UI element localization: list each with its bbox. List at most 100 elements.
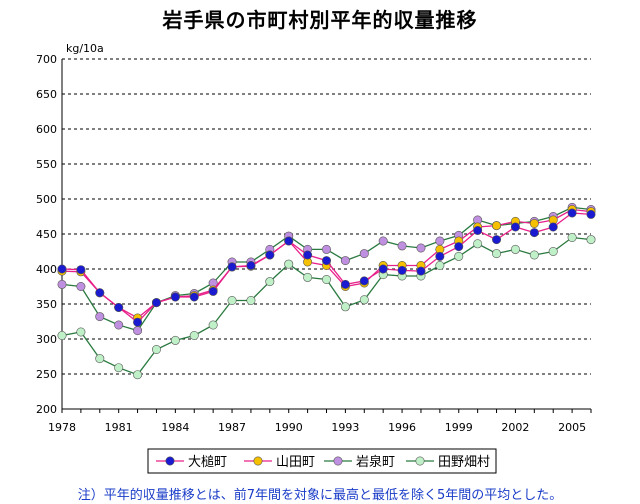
data-point [567, 233, 577, 243]
data-point [435, 260, 445, 270]
x-tick-1984: 1984 [161, 421, 189, 434]
y-tick-250: 250 [36, 368, 57, 381]
legend-marker-2 [253, 456, 263, 466]
data-point [227, 295, 237, 305]
y-axis-unit-label: kg/10a [66, 42, 104, 55]
data-point [321, 274, 331, 284]
data-point [76, 281, 86, 291]
series-4 [57, 233, 596, 380]
data-point [378, 236, 388, 246]
data-point [114, 363, 124, 373]
x-tick-1987: 1987 [218, 421, 246, 434]
data-point [548, 247, 558, 257]
legend-label-2: 山田町 [276, 455, 315, 470]
data-point [95, 354, 105, 364]
data-point [303, 272, 313, 282]
legend-marker-4 [415, 456, 425, 466]
x-tick-1981: 1981 [105, 421, 133, 434]
data-point [133, 326, 143, 336]
chart-title: 岩手県の市町村別平年的収量推移 [162, 8, 478, 32]
data-point [265, 277, 275, 287]
data-point [321, 244, 331, 254]
data-point [189, 330, 199, 340]
gridlines [62, 58, 591, 375]
data-point [321, 256, 331, 266]
x-tick-1990: 1990 [275, 421, 303, 434]
data-point [397, 241, 407, 251]
data-point [529, 250, 539, 260]
y-tick-600: 600 [36, 123, 57, 136]
y-tick-500: 500 [36, 193, 57, 206]
data-point [57, 330, 67, 340]
x-tick-1999: 1999 [445, 421, 473, 434]
data-point [359, 276, 369, 286]
y-tick-450: 450 [36, 228, 57, 241]
data-point [492, 249, 502, 259]
data-point [133, 370, 143, 380]
data-point [492, 221, 502, 231]
data-point [95, 288, 105, 298]
data-point [340, 302, 350, 312]
data-point [76, 265, 86, 275]
legend: 大槌町 山田町 岩泉町 田野畑村 [147, 448, 497, 474]
data-point [246, 260, 256, 270]
data-point [246, 295, 256, 305]
y-tick-labels: 200 250 300 350 400 450 500 550 600 650 700 [36, 53, 57, 416]
data-point [340, 256, 350, 266]
data-point [567, 208, 577, 218]
x-tick-2002: 2002 [501, 421, 529, 434]
series-group [57, 202, 596, 380]
data-point [510, 222, 520, 232]
data-point [586, 235, 596, 245]
data-point [473, 226, 483, 236]
x-tick-1996: 1996 [388, 421, 416, 434]
data-point [151, 298, 161, 308]
data-point [435, 251, 445, 261]
data-point [435, 236, 445, 246]
data-point [265, 250, 275, 260]
x-tick-1993: 1993 [331, 421, 359, 434]
legend-label-1: 大槌町 [188, 454, 227, 470]
y-tick-200: 200 [36, 403, 57, 416]
data-point [529, 228, 539, 238]
data-point [473, 239, 483, 249]
data-point [548, 222, 558, 232]
data-point [340, 279, 350, 289]
data-point [170, 292, 180, 302]
y-tick-300: 300 [36, 333, 57, 346]
data-point [510, 244, 520, 254]
series-1 [57, 208, 596, 327]
y-tick-350: 350 [36, 298, 57, 311]
data-point [57, 264, 67, 274]
legend-label-3: 岩泉町 [356, 454, 395, 470]
x-tick-1978: 1978 [48, 421, 76, 434]
data-point [586, 209, 596, 219]
data-point [57, 279, 67, 289]
y-tick-550: 550 [36, 158, 57, 171]
legend-label-4: 田野畑村 [438, 455, 490, 470]
data-point [492, 235, 502, 245]
data-point [378, 264, 388, 274]
data-point [227, 262, 237, 272]
legend-marker-3 [333, 456, 343, 466]
data-point [416, 243, 426, 253]
data-point [284, 236, 294, 246]
data-point [416, 266, 426, 276]
data-point [189, 292, 199, 302]
x-tick-2005: 2005 [558, 421, 586, 434]
data-point [454, 242, 464, 252]
data-point [208, 286, 218, 296]
data-point [303, 250, 313, 260]
y-tick-700: 700 [36, 53, 57, 66]
data-point [95, 312, 105, 322]
y-tick-650: 650 [36, 88, 57, 101]
data-point [170, 335, 180, 345]
data-point [359, 249, 369, 259]
data-point [359, 295, 369, 305]
x-tick-labels: 1978 1981 1984 1987 1990 1993 1996 1999 2002 2005 [48, 421, 586, 434]
data-point [284, 259, 294, 269]
data-point [454, 251, 464, 261]
data-point [114, 320, 124, 330]
data-point [114, 302, 124, 312]
